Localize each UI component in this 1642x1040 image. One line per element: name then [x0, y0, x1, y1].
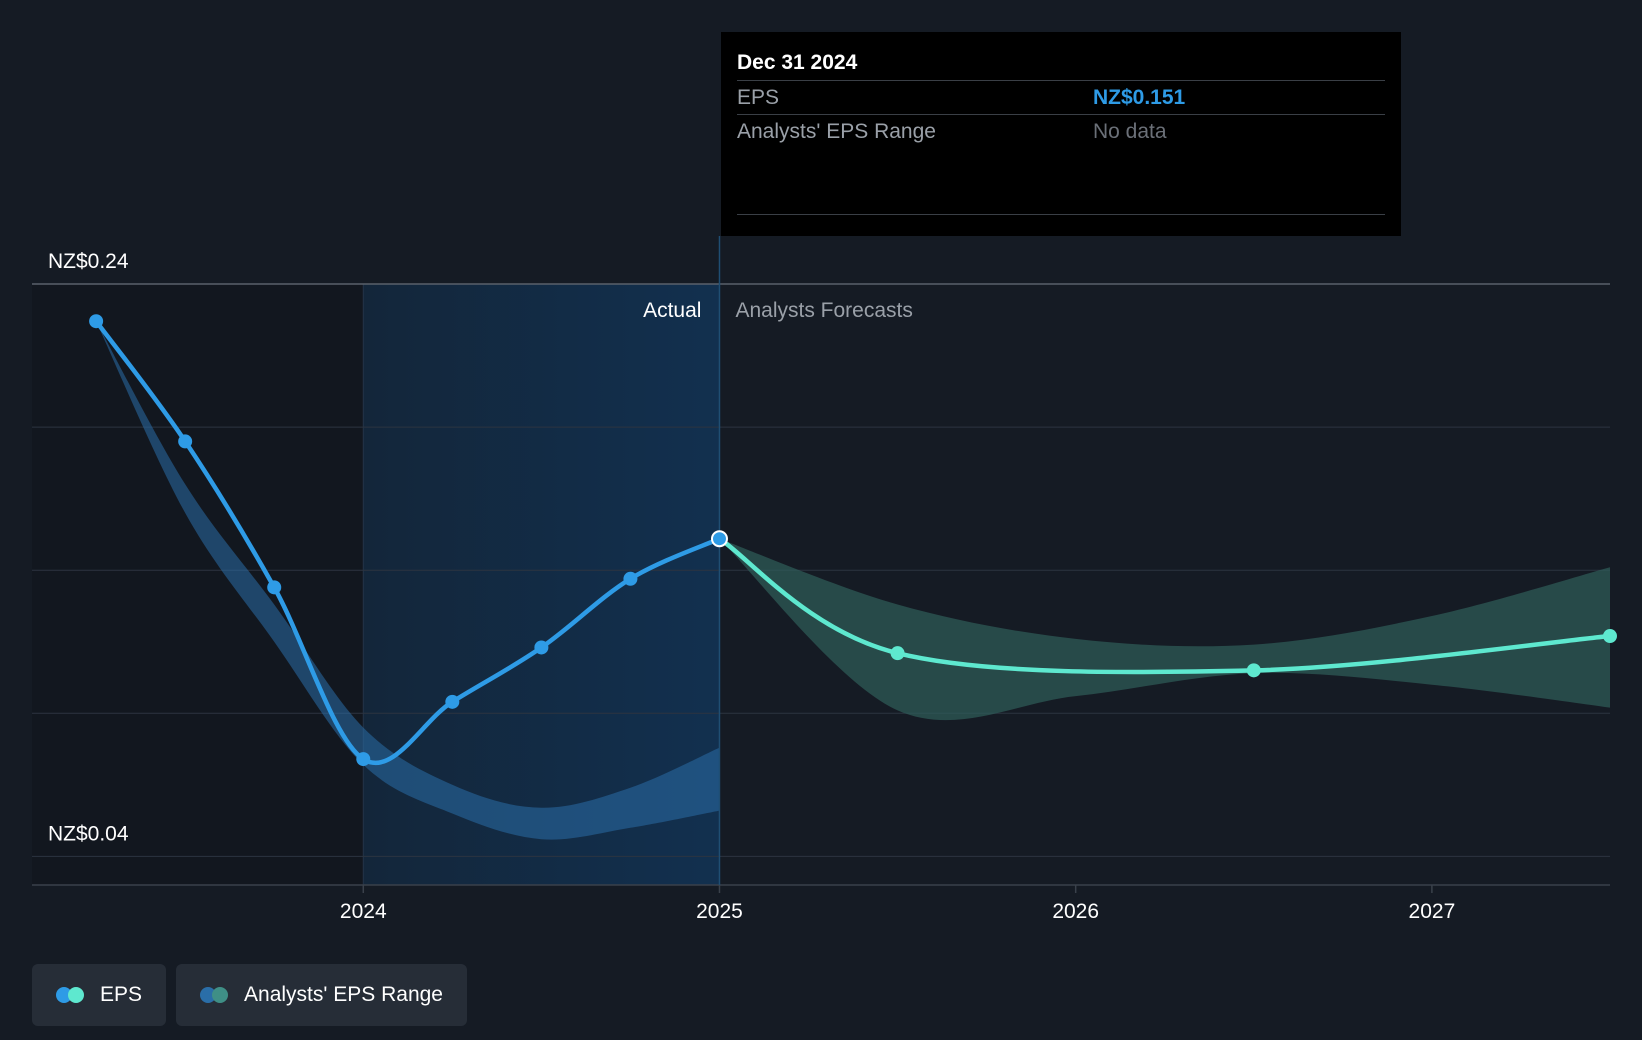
eps-point-actual	[89, 314, 104, 329]
tooltip-row-eps: EPS NZ$0.151	[737, 80, 1385, 114]
x-tick-label: 2024	[340, 900, 387, 923]
tooltip-range-value: No data	[1093, 120, 1167, 143]
y-tick-label: NZ$0.24	[48, 250, 129, 273]
legend-eps-dot-forecast	[68, 987, 84, 1003]
legend-range-label: Analysts' EPS Range	[244, 983, 443, 1006]
eps-point-actual	[534, 640, 549, 655]
actual-region-label: Actual	[643, 299, 701, 322]
eps-point-actual	[623, 571, 638, 586]
eps-point-forecast	[1246, 663, 1261, 678]
y-tick-label: NZ$0.04	[48, 822, 129, 845]
x-tick-label: 2025	[696, 900, 743, 923]
eps-point-highlighted	[710, 530, 728, 548]
eps-point-actual	[356, 752, 371, 767]
eps-point-actual	[267, 580, 282, 595]
legend-item-eps[interactable]: EPS	[32, 964, 167, 1026]
tooltip-divider	[737, 214, 1385, 215]
eps-point-actual	[445, 694, 460, 709]
legend-eps-swatch	[56, 987, 86, 1003]
eps-range-band-actual	[96, 321, 720, 840]
legend-range-dot-forecast	[212, 987, 229, 1003]
legend: EPS Analysts' EPS Range	[32, 964, 467, 1026]
eps-line-actual	[93, 318, 722, 766]
forecast-region-label: Analysts Forecasts	[735, 299, 912, 322]
eps-point-forecast	[890, 646, 905, 661]
tooltip-range-label: Analysts' EPS Range	[737, 120, 936, 143]
tooltip-row-range: Analysts' EPS Range No data	[737, 114, 1385, 148]
x-tick-label: 2027	[1409, 900, 1456, 923]
tooltip-eps-label: EPS	[737, 86, 780, 109]
legend-eps-label: EPS	[100, 983, 143, 1006]
tooltip: Dec 31 2024 EPS NZ$0.151 Analysts' EPS R…	[721, 32, 1401, 236]
tooltip-eps-value: NZ$0.151	[1093, 86, 1186, 109]
eps-line-forecast	[717, 536, 1613, 675]
pre-period-shade	[32, 284, 364, 885]
eps-point-actual	[178, 434, 193, 449]
eps-point-forecast	[1603, 629, 1617, 644]
eps-range-band-forecast	[719, 538, 1610, 721]
x-tick-label: 2026	[1052, 900, 1099, 923]
legend-item-eps-range[interactable]: Analysts' EPS Range	[176, 964, 467, 1026]
tooltip-date: Dec 31 2024	[737, 51, 858, 74]
legend-range-swatch	[200, 987, 230, 1003]
